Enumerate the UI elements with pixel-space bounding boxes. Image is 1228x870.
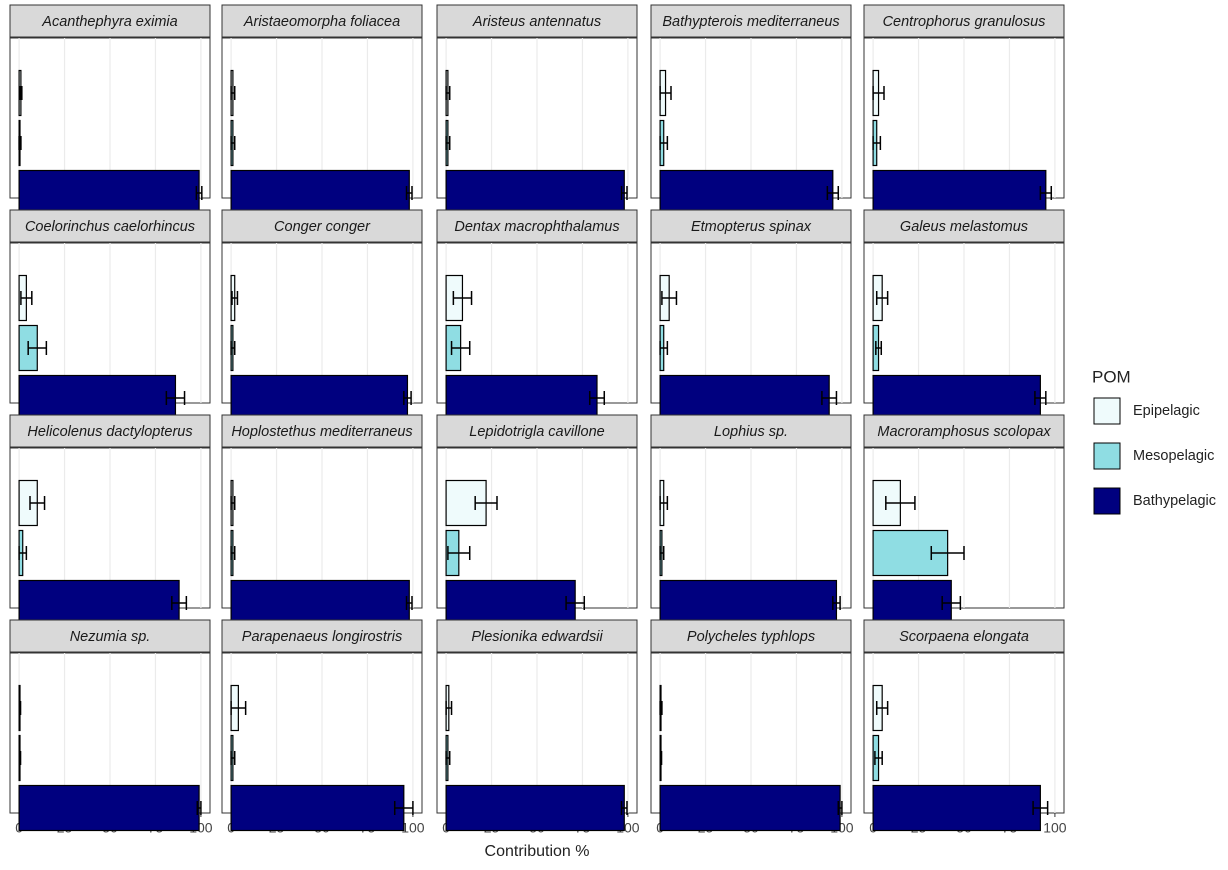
bar bbox=[660, 581, 836, 626]
facet-title: Acanthephyra eximia bbox=[41, 14, 177, 30]
bar bbox=[446, 376, 597, 421]
facet-title: Polycheles typhlops bbox=[687, 629, 815, 645]
facet-title: Lophius sp. bbox=[714, 424, 788, 440]
bar bbox=[873, 581, 951, 626]
facet-title: Scorpaena elongata bbox=[899, 629, 1029, 645]
error-bar bbox=[660, 751, 661, 765]
legend-title: POM bbox=[1092, 367, 1131, 386]
facet-title: Galeus melastomus bbox=[900, 219, 1028, 235]
facet-title: Conger conger bbox=[274, 219, 371, 235]
x-tick-label: 100 bbox=[401, 820, 425, 836]
error-bar bbox=[19, 701, 20, 715]
x-axis-title: Contribution % bbox=[485, 843, 590, 860]
bar bbox=[873, 171, 1046, 216]
bar bbox=[660, 376, 829, 421]
facet-title: Helicolenus dactylopterus bbox=[27, 424, 192, 440]
bar bbox=[873, 786, 1040, 831]
bar bbox=[231, 786, 404, 831]
facet-title: Parapenaeus longirostris bbox=[242, 629, 402, 645]
bar bbox=[19, 171, 199, 216]
bar bbox=[231, 581, 409, 626]
facet-title: Aristeus antennatus bbox=[472, 14, 601, 30]
bar bbox=[873, 376, 1040, 421]
legend-key bbox=[1094, 398, 1120, 424]
facet-title: Bathypterois mediterraneus bbox=[662, 14, 839, 30]
bar bbox=[660, 171, 833, 216]
legend-label: Mesopelagic bbox=[1133, 448, 1214, 464]
facet-title: Nezumia sp. bbox=[70, 629, 151, 645]
legend-label: Epipelagic bbox=[1133, 403, 1200, 419]
facet-title: Macroramphosus scolopax bbox=[877, 424, 1051, 440]
facet-title: Coelorinchus caelorhincus bbox=[25, 219, 195, 235]
legend-key bbox=[1094, 443, 1120, 469]
facet-title: Plesionika edwardsii bbox=[471, 629, 603, 645]
bar bbox=[231, 376, 407, 421]
facet-title: Dentax macrophthalamus bbox=[454, 219, 619, 235]
bar bbox=[19, 581, 179, 626]
x-tick-label: 100 bbox=[1043, 820, 1067, 836]
legend-label: Bathypelagic bbox=[1133, 493, 1216, 509]
facet-title: Aristaeomorpha foliacea bbox=[243, 14, 400, 30]
facet-title: Hoplostethus mediterraneus bbox=[231, 424, 412, 440]
bar bbox=[19, 786, 199, 831]
legend-key bbox=[1094, 488, 1120, 514]
bar bbox=[231, 171, 409, 216]
bar bbox=[446, 171, 624, 216]
bar bbox=[446, 581, 575, 626]
facet-title: Etmopterus spinax bbox=[691, 219, 812, 235]
facet-title: Centrophorus granulosus bbox=[883, 14, 1046, 30]
error-bar bbox=[19, 751, 20, 765]
bar bbox=[446, 786, 624, 831]
bar bbox=[660, 786, 840, 831]
chart: Contribution % POM Acanthephyra eximia Ar… bbox=[0, 0, 1228, 865]
bar bbox=[19, 376, 175, 421]
facet-title: Lepidotrigla cavillone bbox=[469, 424, 604, 440]
